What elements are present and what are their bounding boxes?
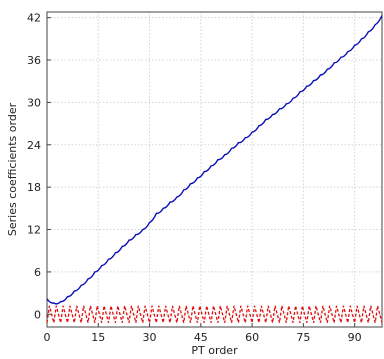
y-tick-label: 18 (27, 181, 41, 194)
grid (46, 12, 382, 327)
y-tick-label: 30 (27, 96, 41, 109)
x-tick-label: 30 (143, 331, 157, 344)
series-line-red (46, 305, 383, 323)
y-tick-label: 42 (27, 12, 41, 25)
plot-frame (46, 11, 383, 328)
y-tick-label: 0 (34, 308, 41, 321)
y-tick-label: 6 (34, 266, 41, 279)
x-tick-label: 15 (91, 331, 105, 344)
x-tick-label: 45 (194, 331, 208, 344)
series-line-blue (46, 15, 383, 305)
y-tick-label: 24 (27, 139, 41, 152)
x-tick-label: 60 (245, 331, 259, 344)
series-layer (46, 15, 383, 323)
y-axis-title: Series coefficients order (6, 102, 19, 236)
x-tick-label: 90 (348, 331, 362, 344)
y-tick-label: 36 (27, 54, 41, 67)
ticks: 0 15 30 45 60 75 90 0 6 12 18 24 30 36 42 (27, 12, 362, 344)
x-tick-label: 75 (296, 331, 310, 344)
x-tick-label: 0 (44, 331, 51, 344)
y-tick-label: 12 (27, 224, 41, 237)
x-axis-title: PT order (191, 344, 238, 357)
